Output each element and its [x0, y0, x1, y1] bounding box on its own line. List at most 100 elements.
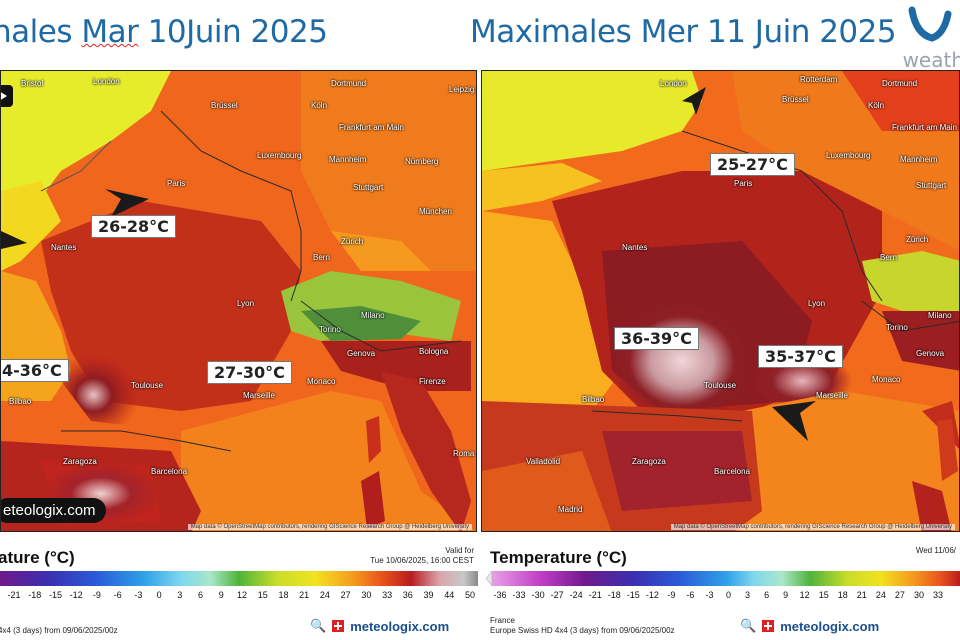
city-label: Bern — [313, 253, 330, 262]
map-right-canvas — [482, 71, 959, 531]
colorbar-tick-label: 9 — [218, 590, 224, 600]
colorbar-tick-label: 9 — [783, 590, 789, 600]
city-label: Roma — [453, 449, 475, 458]
colorbar-title: ature (°C) — [0, 548, 75, 567]
map-title-left: nales Mar 10Juin 2025 — [0, 14, 328, 50]
colorbar-tick-label: 21 — [856, 590, 867, 600]
city-label: London — [93, 77, 120, 86]
temperature-map-right: Rotterdam London Dortmund Brüssel Köln F… — [481, 70, 960, 532]
model-run-info: France Europe Swiss HD 4x4 (3 days) from… — [490, 616, 675, 636]
colorbar-tick-label: -3 — [705, 590, 714, 600]
colorbar-scale — [486, 571, 960, 586]
swiss-flag-icon — [762, 620, 775, 632]
colorbar-tick-label: -6 — [113, 590, 122, 600]
colorbar-tick-label: -9 — [667, 590, 676, 600]
colorbar-tick-label: 12 — [799, 590, 810, 600]
colorbar-tick-label: -27 — [550, 590, 564, 600]
meteologix-logo[interactable]: meteologix.com — [350, 618, 450, 634]
colorbar-tick-label: -30 — [531, 590, 545, 600]
city-label: Madrid — [558, 505, 583, 514]
footer-logos: 🔍 meteologix.com — [740, 618, 879, 634]
temperature-callout: 36-39°C — [614, 327, 699, 350]
colorbar-tick-label: 18 — [837, 590, 848, 600]
city-label: Leipzig — [449, 85, 475, 94]
city-label: Bilbao — [582, 395, 605, 404]
city-label: Nantes — [51, 243, 77, 252]
city-label: Monaco — [307, 377, 336, 386]
wind-arrow — [772, 401, 816, 441]
map-attribution: Map data © OpenStreetMap contributors, r… — [670, 524, 955, 530]
colorbar-tick-label: 18 — [278, 590, 289, 600]
temperature-callout: 26-28°C — [91, 215, 176, 238]
colorbar-tick-label: -15 — [626, 590, 640, 600]
colorbar-tick-label: 15 — [257, 590, 268, 600]
city-label: Toulouse — [704, 381, 737, 390]
colorbar-tick-label: -21 — [7, 590, 21, 600]
colorbar-tick-label: 0 — [156, 590, 162, 600]
valid-time: Valid for Tue 10/06/2025, 16:00 CEST — [370, 546, 474, 566]
city-label: Monaco — [872, 375, 901, 384]
city-label: Zaragoza — [632, 457, 666, 466]
meteologix-logo-badge[interactable]: eteologix.com — [1, 498, 106, 523]
colorbar-tick-label: 33 — [932, 590, 944, 600]
city-label: Brüssel — [211, 101, 238, 110]
temperature-callout: 4-36°C — [1, 359, 69, 382]
city-label: Nürnberg — [405, 157, 439, 166]
city-label: Köln — [311, 101, 328, 110]
city-label: Paris — [167, 179, 186, 188]
city-label: London — [660, 79, 687, 88]
wind-arrow — [1, 231, 27, 249]
city-label: Valladolid — [526, 457, 561, 466]
colorbar-ticks: -36 -33 -30 -27 -24 -21 -18 -15 -12 -9 -6 -3 0 3 6 9 12 1… — [486, 590, 960, 602]
colorbar-tick-label: -9 — [92, 590, 101, 600]
city-label: Genova — [916, 349, 945, 358]
wind-arrow — [682, 87, 706, 115]
colorbar-tick-label: 6 — [198, 590, 204, 600]
temperature-callout: 27-30°C — [207, 361, 292, 384]
model-run-text: Europe Swiss HD 4x4 (3 days) from 09/06/… — [490, 626, 675, 635]
city-label: Bilbao — [9, 397, 32, 406]
city-label: Frankfurt am Main — [339, 123, 404, 132]
valid-label: Valid for — [445, 546, 474, 555]
city-label: Milano — [361, 311, 385, 320]
colorbar-tick-label: 24 — [319, 590, 330, 600]
colorbar-tick-label: -36 — [493, 590, 507, 600]
search-hd-icon: 🔍 — [740, 618, 757, 633]
colorbar-scale — [0, 571, 478, 586]
colorbar-tick-label: -12 — [69, 590, 83, 600]
colorbar-left: ature (°C) Valid for Tue 10/06/2025, 16:… — [0, 540, 478, 640]
play-button[interactable] — [1, 85, 13, 107]
footer-logos: 🔍 meteologix.com — [310, 618, 449, 634]
colorbar-tick-label: 3 — [745, 590, 751, 600]
colorbar-tick-label: -21 — [588, 590, 602, 600]
city-label: Luxembourg — [257, 151, 302, 160]
city-label: Mannheim — [329, 155, 367, 164]
colorbar-ticks: -21 -18 -15 -12 -9 -6 -3 0 3 6 9 12 15 18 21 24 27 30 33 36… — [0, 590, 478, 602]
city-label: Marseille — [816, 391, 849, 400]
colorbar-tick-label: 15 — [818, 590, 829, 600]
colorbar-tick-label: -3 — [134, 590, 143, 600]
city-label: Marseille — [243, 391, 276, 400]
city-label: Firenze — [419, 377, 446, 386]
valid-time: Wed 11/06/ — [915, 546, 956, 555]
colorbar-tick-label: -15 — [48, 590, 62, 600]
city-label: Lyon — [808, 299, 826, 308]
city-label: Mannheim — [900, 155, 938, 164]
colorbar-tick-label: 44 — [444, 590, 455, 600]
city-label: Nantes — [622, 243, 648, 252]
city-label: Frankfurt am Main — [892, 123, 957, 132]
map-attribution: Map data © OpenStreetMap contributors, r… — [187, 524, 472, 530]
colorbar-tick-label: 21 — [299, 590, 310, 600]
meteologix-logo[interactable]: meteologix.com — [780, 618, 880, 634]
city-label: Lyon — [237, 299, 255, 308]
city-label: Paris — [734, 179, 753, 188]
temperature-map-left: Bristol London Dortmund Leipzig Brüssel … — [0, 70, 477, 532]
colorbar-tick-label: 27 — [894, 590, 905, 600]
colorbar-tick-label: 33 — [382, 590, 393, 600]
city-label: Toulouse — [131, 381, 164, 390]
colorbar-tick-label: -12 — [645, 590, 659, 600]
colorbar-tick-label: -18 — [28, 590, 42, 600]
city-label: Genova — [347, 349, 376, 358]
city-label: Zaragoza — [63, 457, 97, 466]
city-label: Köln — [868, 101, 885, 110]
